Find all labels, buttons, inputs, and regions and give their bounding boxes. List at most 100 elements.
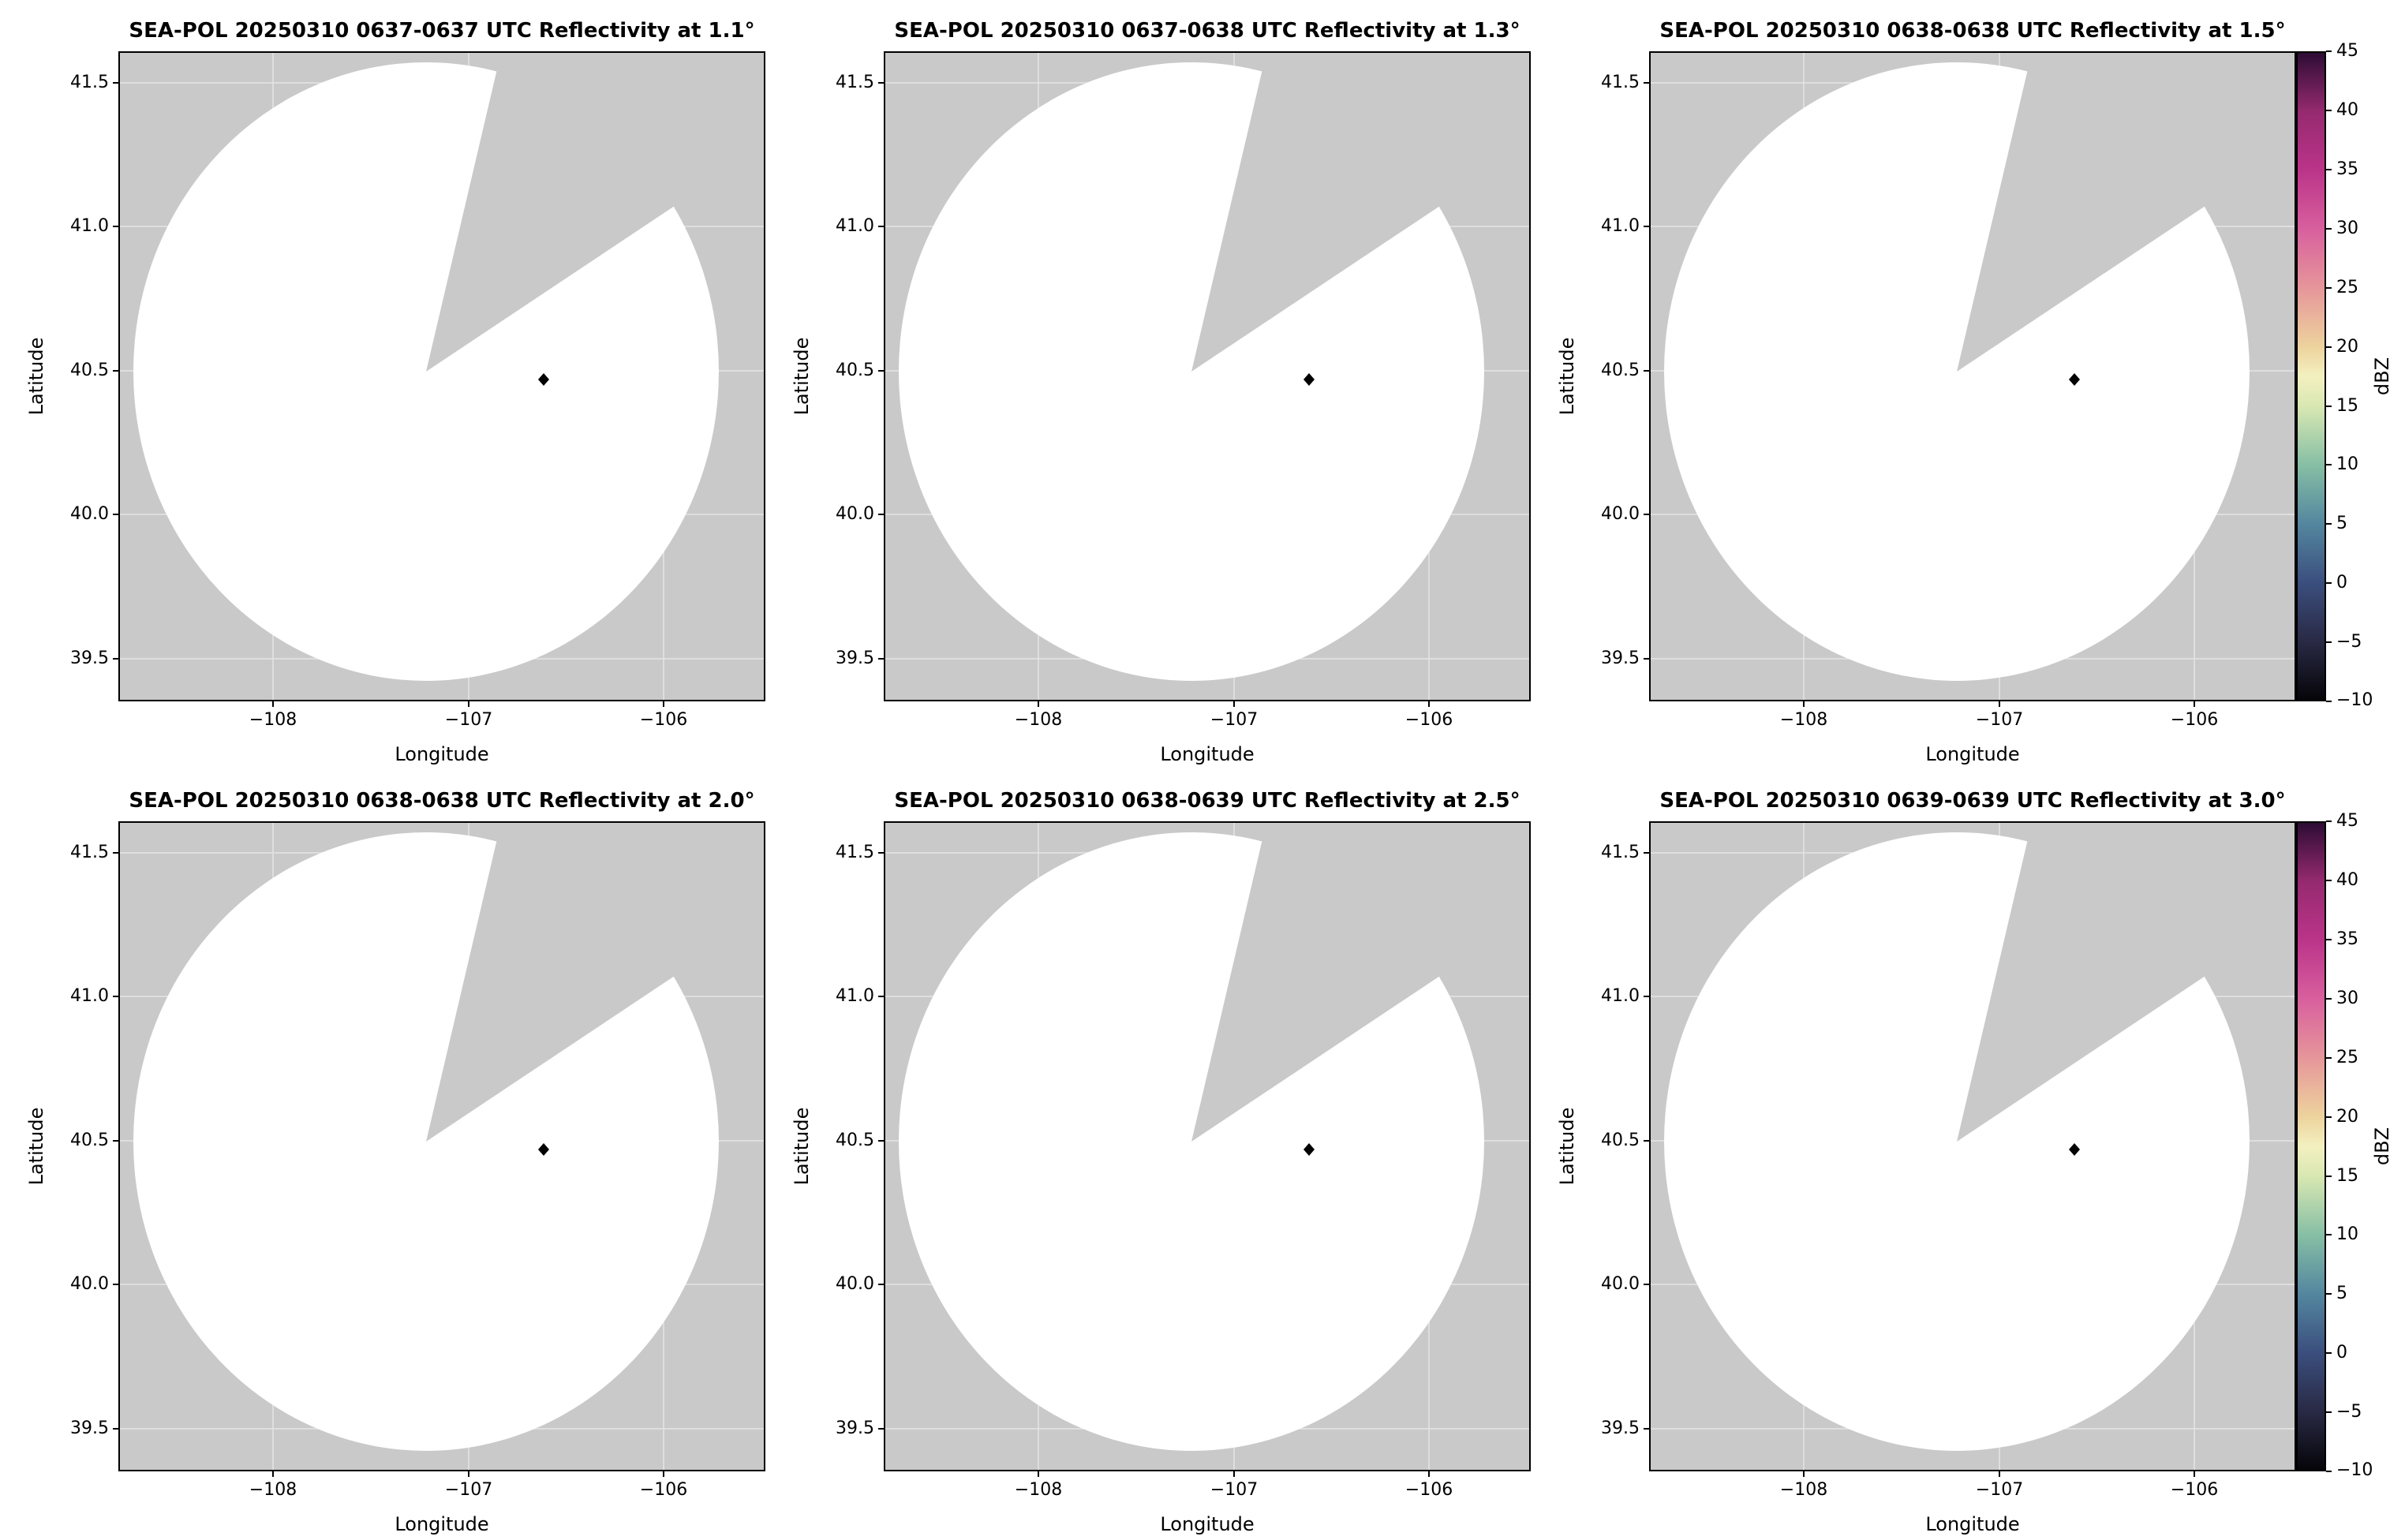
- x-tick-label: −107: [444, 1480, 493, 1500]
- colorbar-tick-label: 5: [2336, 1284, 2347, 1303]
- colorbar-tick-mark: [2326, 1116, 2332, 1118]
- y-tick-label: 40.0: [1601, 1274, 1640, 1294]
- y-tick-label: 41.5: [1601, 73, 1640, 92]
- colorbar-tick-mark: [2326, 228, 2332, 230]
- y-tick-label: 39.5: [70, 649, 109, 668]
- colorbar-tick-mark: [2326, 820, 2332, 822]
- y-tick-mark: [878, 514, 884, 515]
- radar-plot-canvas: [118, 821, 765, 1471]
- y-tick-mark: [1644, 852, 1649, 854]
- x-tick-label: −108: [1779, 710, 1828, 730]
- site-marker: [2069, 373, 2080, 386]
- y-tick-mark: [1644, 996, 1649, 997]
- colorbar-tick-mark: [2326, 701, 2332, 702]
- y-tick-label: 39.5: [836, 1419, 874, 1438]
- x-tick-mark: [1233, 701, 1235, 707]
- y-tick-mark: [878, 370, 884, 372]
- y-tick-label: 40.0: [1601, 504, 1640, 524]
- site-marker: [2069, 1143, 2080, 1156]
- y-tick-label: 41.5: [1601, 843, 1640, 862]
- x-tick-label: −107: [1210, 1480, 1259, 1500]
- y-tick-label: 41.0: [70, 986, 109, 1006]
- x-tick-label: −106: [639, 1480, 688, 1500]
- x-tick-label: −107: [444, 710, 493, 730]
- subplot-title: SEA-POL 20250310 0638-0638 UTC Reflectiv…: [129, 789, 755, 813]
- x-tick-mark: [468, 701, 469, 707]
- colorbar-tick-label: −10: [2336, 1460, 2373, 1480]
- colorbar-tick-label: 10: [2336, 1224, 2358, 1244]
- y-tick-mark: [113, 852, 118, 854]
- radar-plot-canvas: [1649, 51, 2296, 701]
- missing-data-wedge: [1191, 821, 1531, 1142]
- y-tick-mark: [113, 658, 118, 660]
- missing-data-wedge: [426, 51, 765, 372]
- colorbar-tick-label: 45: [2336, 41, 2358, 61]
- y-tick-mark: [113, 996, 118, 997]
- subplot-title: SEA-POL 20250310 0638-0639 UTC Reflectiv…: [894, 789, 1520, 813]
- x-tick-label: −107: [1975, 710, 2024, 730]
- colorbar-tick-mark: [2326, 939, 2332, 940]
- plot-border: [118, 51, 765, 701]
- radar-ppi-svg: [884, 821, 1531, 1471]
- y-tick-label: 40.5: [1601, 361, 1640, 380]
- x-axis-label: Longitude: [1160, 743, 1255, 765]
- radar-plot-canvas: [884, 51, 1531, 701]
- x-tick-mark: [272, 701, 274, 707]
- y-tick-mark: [878, 1428, 884, 1430]
- site-marker: [1303, 1143, 1315, 1156]
- x-tick-label: −108: [1779, 1480, 1828, 1500]
- y-tick-label: 40.0: [836, 504, 874, 524]
- colorbar-units-label: dBZ: [2371, 1127, 2393, 1166]
- colorbar-tick-label: −5: [2336, 1402, 2362, 1422]
- x-tick-mark: [1038, 1471, 1039, 1477]
- y-tick-label: 41.0: [1601, 986, 1640, 1006]
- subplot-title: SEA-POL 20250310 0639-0639 UTC Reflectiv…: [1659, 789, 2286, 813]
- colorbar-tick-mark: [2326, 1176, 2332, 1177]
- colorbar-tick-mark: [2326, 1293, 2332, 1295]
- subplot-title: SEA-POL 20250310 0637-0637 UTC Reflectiv…: [129, 19, 755, 43]
- colorbar-tick-label: 15: [2336, 396, 2358, 416]
- y-tick-mark: [113, 370, 118, 372]
- subplot-5: SEA-POL 20250310 0638-0639 UTC Reflectiv…: [765, 770, 1531, 1540]
- colorbar-tick-mark: [2326, 287, 2332, 289]
- plot-border: [118, 821, 765, 1471]
- subplot-1: SEA-POL 20250310 0637-0637 UTC Reflectiv…: [0, 0, 765, 770]
- x-axis-label: Longitude: [395, 743, 489, 765]
- x-tick-label: −107: [1975, 1480, 2024, 1500]
- x-tick-label: −106: [2170, 710, 2219, 730]
- y-tick-mark: [878, 1140, 884, 1142]
- x-tick-mark: [468, 1471, 469, 1477]
- colorbar-tick-mark: [2326, 464, 2332, 465]
- x-tick-label: −106: [2170, 1480, 2219, 1500]
- plot-border: [1649, 51, 2296, 701]
- subplot-3: SEA-POL 20250310 0638-0638 UTC Reflectiv…: [1531, 0, 2296, 770]
- x-tick-label: −106: [639, 710, 688, 730]
- y-tick-mark: [113, 1284, 118, 1285]
- y-tick-label: 41.5: [836, 843, 874, 862]
- y-tick-label: 39.5: [1601, 1419, 1640, 1438]
- y-tick-label: 39.5: [1601, 649, 1640, 668]
- colorbar-tick-label: −10: [2336, 690, 2373, 710]
- colorbar-tick-label: 30: [2336, 989, 2358, 1008]
- missing-data-wedge: [1191, 51, 1531, 372]
- colorbar-tick-label: 20: [2336, 1107, 2358, 1127]
- radar-ppi-svg: [1649, 51, 2296, 701]
- x-tick-label: −108: [1014, 710, 1063, 730]
- missing-data-wedge: [1957, 821, 2296, 1142]
- colorbar-tick-mark: [2326, 1057, 2332, 1059]
- x-tick-mark: [1038, 701, 1039, 707]
- y-tick-label: 40.0: [836, 1274, 874, 1294]
- plot-border: [884, 51, 1531, 701]
- colorbar-tick-mark: [2326, 110, 2332, 111]
- y-tick-label: 39.5: [70, 1419, 109, 1438]
- y-tick-label: 40.5: [836, 361, 874, 380]
- colorbar-tick-mark: [2326, 1352, 2332, 1354]
- plot-border: [1649, 821, 2296, 1471]
- y-tick-mark: [113, 514, 118, 515]
- plot-border: [884, 821, 1531, 1471]
- x-tick-label: −108: [1014, 1480, 1063, 1500]
- colorbar-tick-label: 30: [2336, 219, 2358, 238]
- radar-plot-canvas: [1649, 821, 2296, 1471]
- x-tick-mark: [1428, 1471, 1430, 1477]
- y-tick-label: 40.5: [70, 1131, 109, 1150]
